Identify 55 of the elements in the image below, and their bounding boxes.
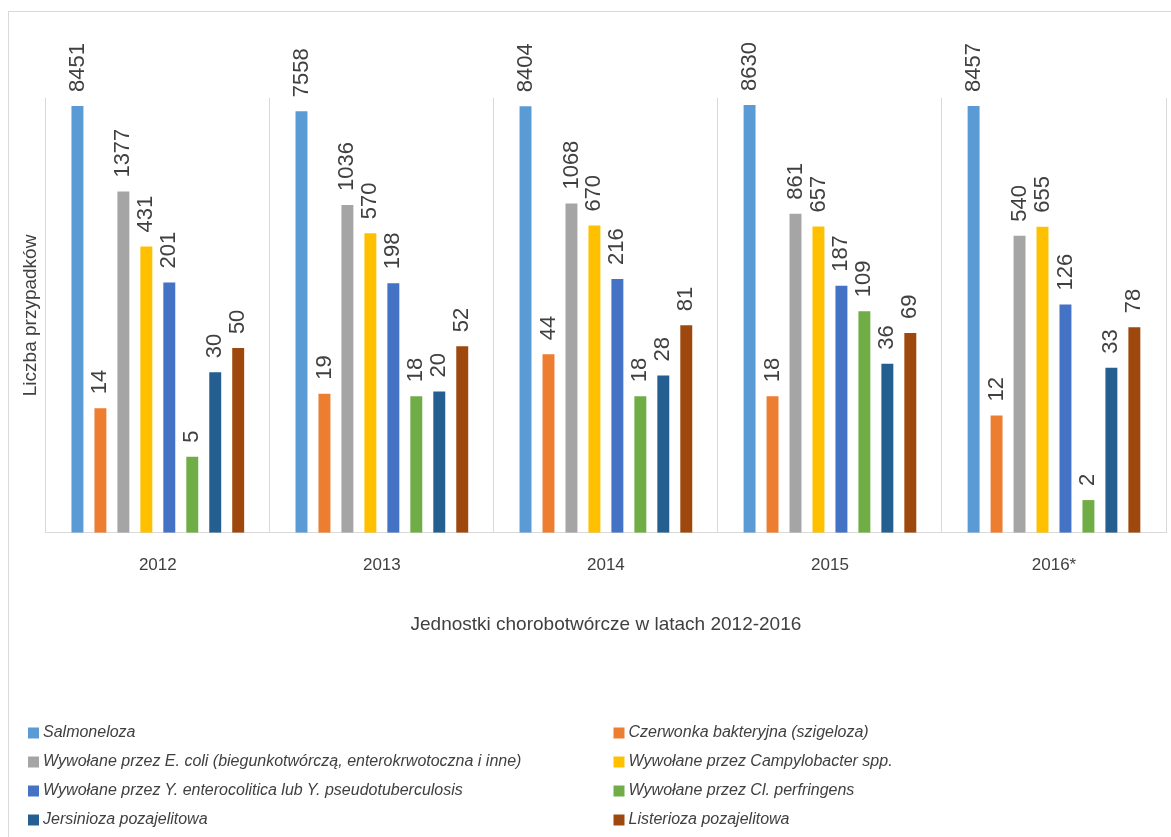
data-label: 198	[379, 232, 405, 270]
data-label: 81	[672, 286, 698, 312]
data-label: 201	[155, 231, 181, 269]
data-label: 126	[1051, 253, 1077, 291]
data-label: 216	[603, 228, 629, 266]
data-label: 50	[224, 309, 250, 335]
data-label: 861	[781, 163, 807, 200]
data-label: 187	[827, 235, 853, 272]
legend-label: Wywołane przez Campylobacter spp.	[628, 752, 893, 770]
x-tick-label: 2014	[586, 554, 625, 574]
data-label: 1377	[109, 128, 135, 178]
data-label: 655	[1028, 175, 1054, 213]
data-label: 28	[649, 337, 675, 362]
data-label: 5	[178, 430, 204, 443]
x-tick-label: 2013	[362, 554, 401, 574]
legend-label: Wywołane przez Y. enterocolitica lub Y. pseudotuberculosis	[43, 781, 463, 799]
data-label: 78	[1120, 288, 1146, 314]
legend-label: Jersinioza pozajelitowa	[42, 810, 208, 828]
x-tick-label: 2016*	[1031, 554, 1077, 574]
data-label: 44	[534, 315, 560, 341]
data-label: 8630	[735, 42, 761, 91]
data-label: 8451	[63, 42, 89, 92]
data-label: 33	[1097, 329, 1123, 354]
data-label: 8457	[959, 42, 985, 92]
data-label: 540	[1005, 185, 1031, 222]
data-label: 19	[310, 355, 336, 380]
data-label: 1068	[557, 140, 583, 190]
x-tick-label: 2015	[811, 554, 849, 574]
legend-label: Salmoneloza	[43, 723, 136, 741]
data-label: 18	[402, 357, 428, 383]
data-label: 7558	[287, 48, 313, 98]
x-tick-label: 2012	[138, 554, 177, 574]
data-label: 18	[758, 357, 784, 383]
legend-label: Wywołane przez E. coli (biegunkotwórczą, enterokrwotoczna i inne)	[43, 752, 522, 770]
data-label: 12	[982, 377, 1008, 402]
x-axis-title: Jednostki chorobotwórcze w latach 2012-2016	[410, 612, 802, 634]
data-label: 14	[86, 369, 112, 395]
legend-label: Listerioza pozajelitowa	[628, 810, 790, 828]
data-label: 52	[448, 307, 474, 333]
data-label: 30	[201, 333, 227, 359]
data-label: 2	[1074, 473, 1100, 487]
data-label: 8404	[511, 43, 537, 93]
data-label: 18	[626, 357, 652, 383]
y-axis-title: Liczba przypadków	[18, 234, 40, 397]
data-label: 657	[804, 175, 830, 213]
data-label: 69	[896, 294, 922, 319]
data-label: 36	[873, 325, 899, 350]
data-label: 1036	[333, 142, 359, 192]
legend-label: Czerwonka bakteryjna (szigeloza)	[628, 723, 869, 741]
data-label: 109	[850, 260, 876, 298]
data-label: 431	[132, 195, 158, 233]
legend-label: Wywołane przez Cl. perfringens	[628, 781, 855, 799]
data-label: 670	[580, 174, 606, 212]
data-label: 570	[356, 182, 382, 220]
data-label: 20	[425, 352, 451, 378]
